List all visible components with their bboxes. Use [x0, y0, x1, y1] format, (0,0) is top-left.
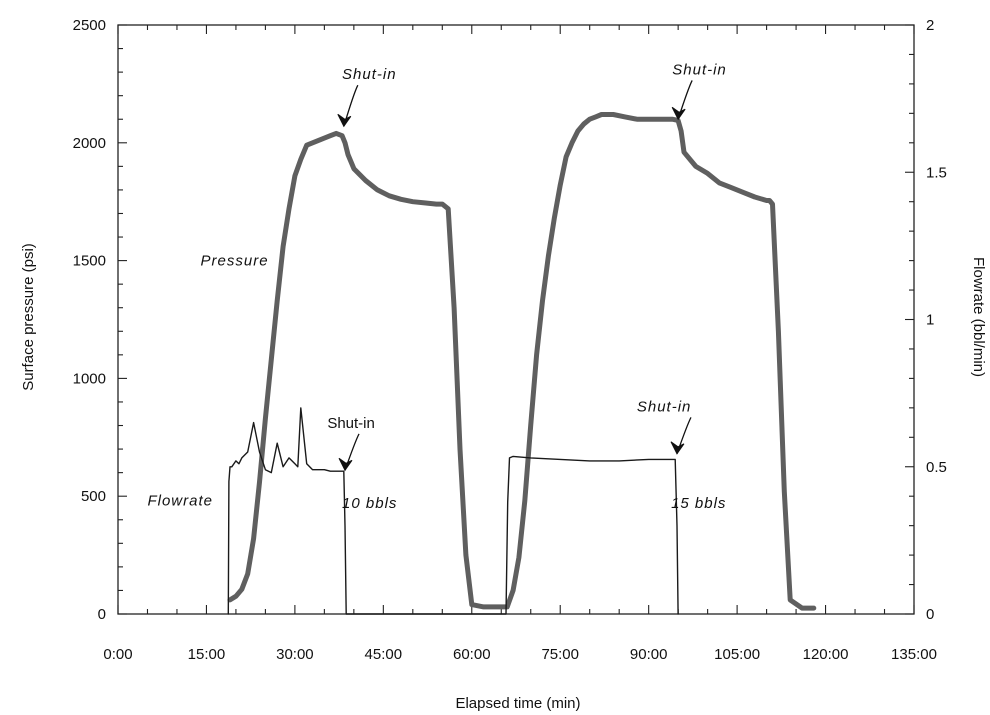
- plot-border: [117, 24, 915, 615]
- pressure-line: [227, 112, 817, 611]
- plot-frame: [117, 24, 915, 615]
- y2-axis-label: Flowrate (bbl/min): [970, 257, 987, 377]
- x-axis-label: Elapsed time (min): [455, 695, 580, 712]
- y2-axis-ticks: 0 0.5 1 1.5 2: [905, 17, 947, 623]
- x-tick-label: 15:00: [188, 646, 226, 663]
- y-tick-label: 2000: [73, 135, 106, 152]
- series-layer: [227, 112, 817, 615]
- x-axis-ticks: 0:00 15:00 30:00 45:00 60:00 75:00 90:00 105:00…: [103, 25, 937, 663]
- y2-tick-label: 1.5: [926, 164, 947, 181]
- y-tick-label: 1000: [73, 370, 106, 387]
- y2-tick-label: 2: [926, 17, 934, 34]
- x-tick-label: 120:00: [803, 646, 849, 663]
- flowrate-line: [227, 407, 679, 615]
- y-axis-ticks: 0 500 1000 1500 2000 2500: [73, 17, 127, 623]
- x-tick-label: 60:00: [453, 646, 491, 663]
- x-tick-label: 45:00: [365, 646, 403, 663]
- x-tick-label: 105:00: [714, 646, 760, 663]
- y-tick-label: 2500: [73, 17, 106, 34]
- y2-tick-label: 0: [926, 606, 934, 623]
- annotation-a8: 15 bbls: [671, 495, 726, 512]
- x-tick-label: 30:00: [276, 646, 314, 663]
- y2-tick-label: 1: [926, 312, 934, 329]
- annotation-arrow-head: [338, 457, 353, 472]
- annotation-a4: Flowrate: [147, 493, 213, 510]
- annotation-a5: Shut-in: [327, 415, 375, 432]
- annotation-a7: Shut-in: [637, 398, 692, 415]
- x-tick-label: 90:00: [630, 646, 668, 663]
- annotation-arrow-head: [670, 441, 685, 455]
- annotation-arrow-head: [337, 113, 352, 128]
- annotation-a6: 10 bbls: [342, 495, 397, 512]
- x-tick-label: 0:00: [103, 646, 132, 663]
- annotation-arrow-head: [671, 106, 686, 121]
- y-tick-label: 1500: [73, 253, 106, 270]
- y-tick-label: 500: [81, 488, 106, 505]
- y-tick-label: 0: [98, 606, 106, 623]
- annotation-a3: Shut-in: [672, 61, 727, 78]
- annotation-a2: Shut-in: [342, 66, 397, 83]
- x-tick-label: 135:00: [891, 646, 937, 663]
- annotation-layer: Pressure Shut-in Shut-in Flowrate Shut-in 10 …: [147, 61, 727, 512]
- annotation-a1: Pressure: [201, 252, 269, 269]
- y2-tick-label: 0.5: [926, 459, 947, 476]
- y-axis-label: Surface pressure (psi): [20, 243, 37, 391]
- x-tick-label: 75:00: [541, 646, 579, 663]
